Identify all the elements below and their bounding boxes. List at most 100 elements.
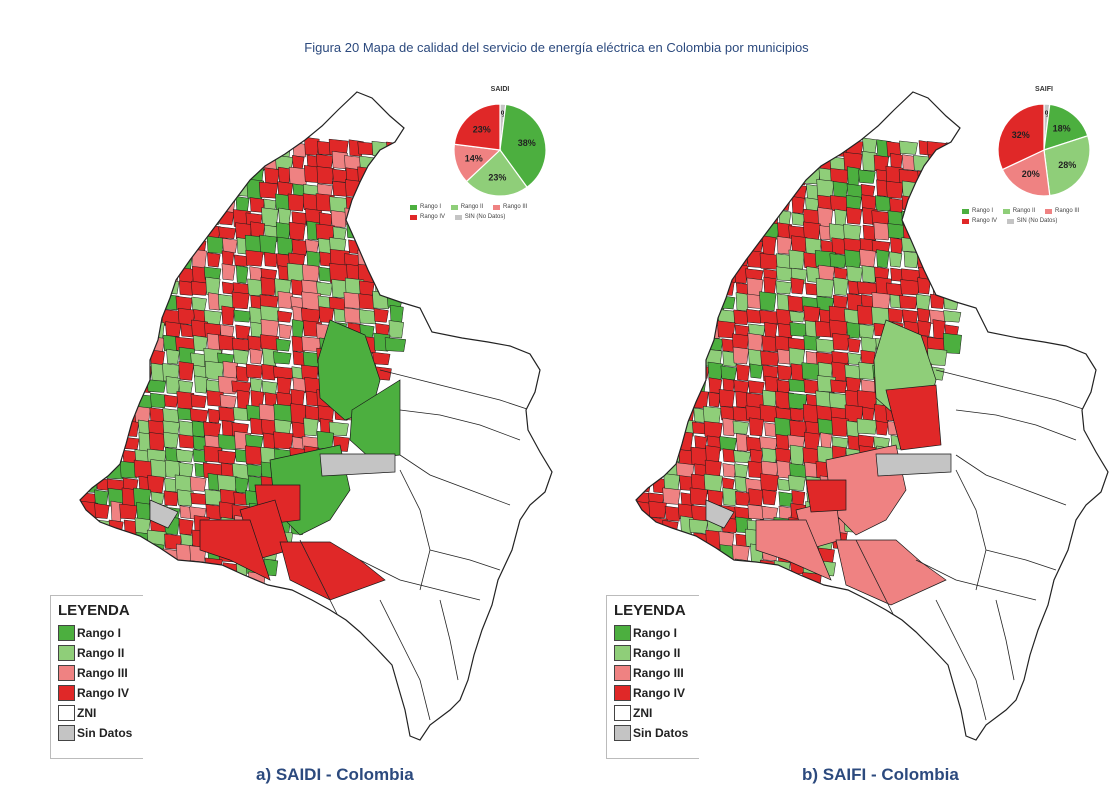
municipality-region bbox=[93, 151, 110, 171]
municipality-region bbox=[122, 390, 137, 407]
municipality-region bbox=[316, 166, 335, 185]
municipality-region bbox=[372, 183, 391, 198]
municipality-region bbox=[146, 193, 166, 213]
pie-legend-rango-iii: Rango III bbox=[493, 202, 527, 212]
municipality-region bbox=[775, 280, 793, 295]
municipality-region bbox=[664, 363, 680, 381]
municipality-region bbox=[665, 164, 681, 184]
municipality-region bbox=[178, 434, 196, 449]
municipality-region bbox=[690, 305, 709, 326]
municipality-region bbox=[80, 225, 98, 240]
municipality-region bbox=[675, 138, 694, 157]
country-outline bbox=[79, 91, 553, 741]
municipality-region bbox=[662, 389, 680, 409]
municipality-region bbox=[288, 221, 306, 241]
municipality-region bbox=[219, 156, 238, 171]
municipality-region bbox=[135, 322, 155, 337]
municipality-region bbox=[175, 151, 194, 170]
municipality-region bbox=[176, 559, 196, 575]
municipality-region bbox=[718, 295, 736, 310]
municipality-region bbox=[80, 305, 95, 326]
municipality-region bbox=[917, 170, 934, 183]
pie-slice-label: 18% bbox=[1053, 124, 1071, 134]
municipality-region bbox=[679, 560, 695, 578]
municipality-region bbox=[233, 254, 250, 267]
municipality-region bbox=[805, 197, 820, 212]
municipality-region bbox=[93, 248, 112, 270]
pie-legend-sin-datos: SIN (No Datos) bbox=[454, 212, 505, 222]
municipality-region bbox=[108, 365, 127, 382]
municipality-region bbox=[677, 379, 695, 395]
panel-caption: a) SAIDI - Colombia bbox=[256, 765, 414, 784]
municipality-region bbox=[638, 308, 654, 326]
municipality-region bbox=[219, 394, 237, 409]
municipality-region bbox=[80, 182, 95, 199]
municipality-region bbox=[902, 221, 919, 240]
municipality-region bbox=[375, 209, 392, 226]
municipality-region bbox=[665, 307, 682, 323]
municipality-region bbox=[787, 295, 806, 312]
municipality-region bbox=[358, 309, 378, 325]
pie-legend-rango-iv: Rango IV bbox=[962, 216, 997, 226]
municipality-region bbox=[792, 154, 806, 169]
municipality-region bbox=[688, 168, 708, 185]
municipality-region bbox=[636, 562, 653, 575]
municipality-region bbox=[930, 293, 946, 309]
municipality-region bbox=[82, 249, 97, 270]
municipality-region bbox=[80, 419, 98, 437]
municipality-region bbox=[861, 150, 878, 172]
municipality-region bbox=[675, 390, 696, 409]
municipality-region bbox=[120, 323, 140, 340]
municipality-region bbox=[161, 169, 181, 187]
municipality-region bbox=[858, 361, 877, 380]
municipality-region bbox=[107, 432, 126, 451]
municipality-region bbox=[208, 139, 222, 157]
municipality-region bbox=[650, 234, 666, 255]
municipality-region bbox=[649, 393, 668, 407]
municipality-region bbox=[830, 195, 849, 212]
municipality-region bbox=[108, 268, 124, 283]
municipality-region bbox=[163, 490, 179, 507]
municipality-region bbox=[178, 380, 194, 394]
municipality-region bbox=[940, 167, 959, 186]
municipality-region bbox=[636, 478, 652, 493]
municipality-region bbox=[941, 212, 960, 226]
municipality-region bbox=[106, 379, 125, 395]
municipality-region bbox=[789, 138, 805, 158]
municipality-region bbox=[150, 491, 165, 505]
municipality-region bbox=[778, 588, 793, 606]
municipality-region bbox=[763, 590, 781, 604]
pie-slice bbox=[453, 103, 501, 151]
municipality-region bbox=[96, 206, 109, 227]
municipality-region bbox=[273, 431, 294, 450]
municipality-region bbox=[805, 156, 819, 171]
municipality-region bbox=[733, 309, 750, 326]
municipality-region bbox=[218, 210, 235, 226]
municipality-region bbox=[218, 334, 235, 351]
municipality-region bbox=[81, 209, 98, 228]
municipality-region bbox=[91, 433, 109, 449]
municipality-region bbox=[233, 349, 249, 365]
municipality-region bbox=[736, 221, 751, 241]
municipality-region bbox=[92, 304, 109, 327]
municipality-region bbox=[876, 249, 890, 268]
municipality-region bbox=[277, 310, 293, 323]
municipality-region bbox=[386, 141, 403, 155]
municipality-region bbox=[330, 210, 348, 228]
municipality-region bbox=[176, 139, 194, 155]
municipality-region bbox=[651, 405, 668, 424]
municipality-region bbox=[179, 571, 197, 593]
municipality-region bbox=[147, 571, 168, 590]
municipality-region bbox=[119, 279, 138, 296]
municipality-region bbox=[96, 192, 109, 212]
municipality-region bbox=[94, 519, 112, 534]
municipality-region bbox=[830, 379, 848, 394]
department-boundary bbox=[935, 369, 1087, 411]
municipality-region bbox=[91, 167, 110, 184]
municipality-region bbox=[246, 587, 263, 605]
municipality-region bbox=[636, 544, 652, 562]
municipality-region bbox=[246, 463, 264, 477]
municipality-region bbox=[748, 208, 765, 226]
municipality-region bbox=[665, 533, 680, 550]
municipality-region bbox=[124, 220, 140, 243]
